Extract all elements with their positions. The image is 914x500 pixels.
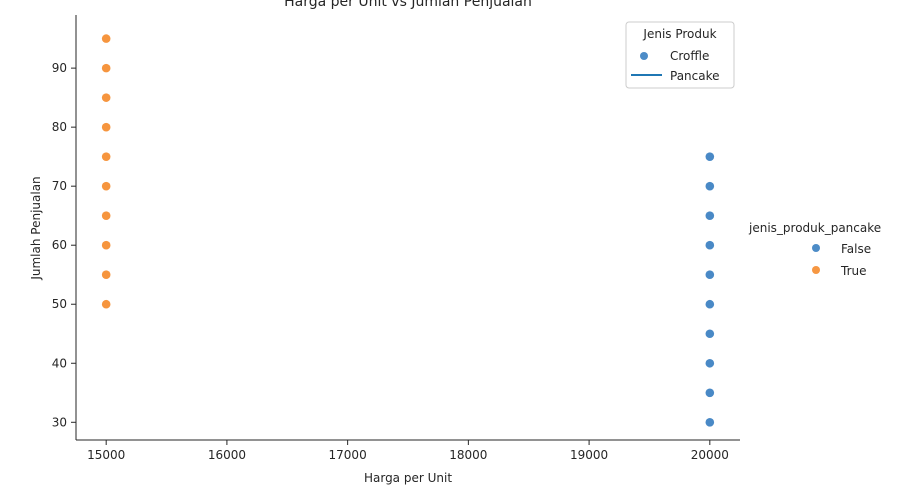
x-axis-label: Harga per Unit bbox=[364, 471, 452, 485]
y-tick-label: 30 bbox=[52, 415, 67, 429]
y-tick-label: 50 bbox=[52, 297, 67, 311]
data-point-true bbox=[101, 299, 111, 309]
inner-legend: Jenis Produk Croffle Pancake bbox=[625, 21, 735, 89]
data-point-false bbox=[705, 240, 715, 250]
y-tick-label: 60 bbox=[52, 238, 67, 252]
x-tick-label: 16000 bbox=[208, 448, 246, 462]
data-points bbox=[101, 34, 715, 427]
x-tick-label: 15000 bbox=[87, 448, 125, 462]
data-point-false bbox=[705, 299, 715, 309]
y-tick-label: 40 bbox=[52, 356, 67, 370]
chart-title: Harga per Unit vs Jumlah Penjualan bbox=[284, 0, 532, 10]
inner-legend-label-pancake: Pancake bbox=[670, 69, 720, 83]
data-point-true bbox=[101, 122, 111, 132]
data-point-true bbox=[101, 240, 111, 250]
outer-legend-marker-false bbox=[812, 244, 820, 252]
data-point-false bbox=[705, 181, 715, 191]
inner-legend-box bbox=[625, 21, 735, 89]
y-axis-label: Jumlah Penjualan bbox=[29, 176, 43, 280]
x-tick-label: 18000 bbox=[449, 448, 487, 462]
data-point-false bbox=[705, 388, 715, 398]
inner-legend-marker-croffle bbox=[640, 52, 648, 60]
x-tick-label: 17000 bbox=[329, 448, 367, 462]
data-point-true bbox=[101, 63, 111, 73]
y-ticks: 30 40 50 60 70 80 90 bbox=[52, 61, 76, 429]
y-tick-label: 90 bbox=[52, 61, 67, 75]
outer-legend-label-true: True bbox=[840, 264, 867, 278]
inner-legend-title: Jenis Produk bbox=[642, 27, 716, 41]
data-point-false bbox=[705, 152, 715, 161]
inner-legend-label-croffle: Croffle bbox=[670, 49, 709, 63]
data-point-false bbox=[705, 211, 715, 220]
x-tick-label: 19000 bbox=[570, 448, 608, 462]
outer-legend-marker-true bbox=[812, 266, 820, 274]
outer-legend-label-false: False bbox=[841, 242, 871, 256]
outer-legend: jenis_produk_pancake False True bbox=[748, 221, 881, 278]
data-point-false bbox=[705, 329, 715, 339]
data-point-true bbox=[101, 34, 111, 43]
data-point-true bbox=[101, 181, 111, 191]
y-tick-label: 80 bbox=[52, 120, 67, 134]
x-tick-label: 20000 bbox=[691, 448, 729, 462]
data-point-true bbox=[101, 93, 111, 102]
data-point-true bbox=[101, 270, 111, 280]
outer-legend-title: jenis_produk_pancake bbox=[748, 221, 881, 235]
x-ticks: 15000 16000 17000 18000 19000 20000 bbox=[87, 440, 729, 462]
y-tick-label: 70 bbox=[52, 179, 67, 193]
data-point-true bbox=[101, 211, 111, 220]
data-point-false bbox=[705, 270, 715, 280]
data-point-true bbox=[101, 152, 111, 161]
data-point-false bbox=[705, 358, 715, 368]
data-point-false bbox=[705, 417, 715, 427]
